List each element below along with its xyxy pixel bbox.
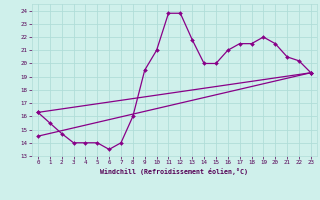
X-axis label: Windchill (Refroidissement éolien,°C): Windchill (Refroidissement éolien,°C)	[100, 168, 248, 175]
